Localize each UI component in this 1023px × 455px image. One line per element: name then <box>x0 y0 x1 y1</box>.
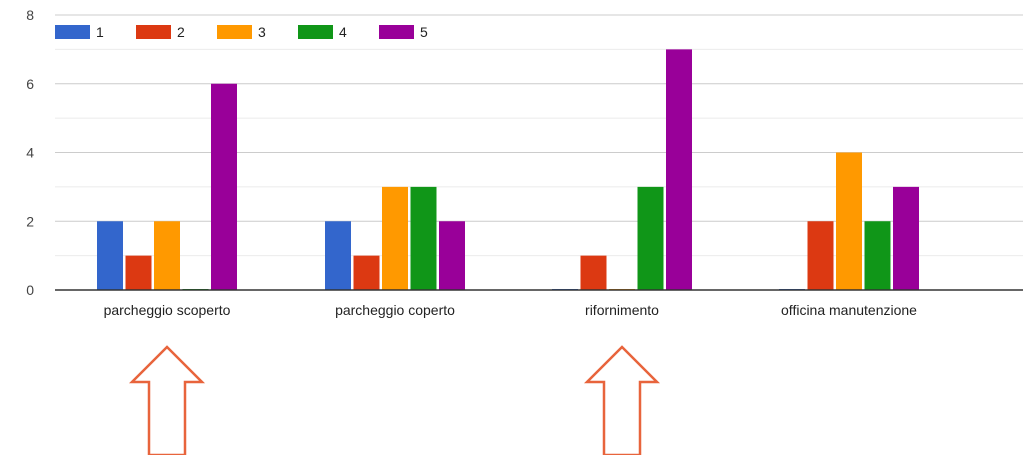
legend-swatch-2 <box>136 25 171 39</box>
legend-swatch-4 <box>298 25 333 39</box>
bar-series-4 <box>410 186 437 290</box>
bar-series-3 <box>836 152 862 290</box>
legend-label: 3 <box>258 24 266 40</box>
grid-lines <box>55 14 1023 257</box>
y-tick-label: 4 <box>26 145 34 161</box>
annotation-up-arrow <box>583 345 661 455</box>
y-axis-ticks: 0 2 4 6 8 <box>26 7 34 298</box>
x-category-label: parcheggio scoperto <box>104 302 231 318</box>
y-tick-label: 6 <box>26 76 34 92</box>
bar-series-2 <box>125 255 152 290</box>
x-category-label: rifornimento <box>585 302 659 318</box>
x-category-label: officina manutenzione <box>781 302 917 318</box>
bar-series-2 <box>807 221 834 290</box>
legend-swatch-3 <box>217 25 252 39</box>
bar-series-5 <box>666 49 692 290</box>
bar-series-1 <box>97 221 123 290</box>
legend-label: 4 <box>339 24 347 40</box>
bar-series-4 <box>637 186 664 290</box>
bar-series-1 <box>325 221 351 290</box>
y-tick-label: 8 <box>26 7 34 23</box>
legend: 1 2 3 4 5 <box>55 24 428 40</box>
x-category-label: parcheggio coperto <box>335 302 455 318</box>
bar-series-5 <box>211 83 237 290</box>
annotations <box>128 345 661 455</box>
bar-series-2 <box>580 255 607 290</box>
legend-swatch-1 <box>55 25 90 39</box>
legend-label: 2 <box>177 24 185 40</box>
bar-series-3 <box>382 186 408 290</box>
y-tick-label: 0 <box>26 282 34 298</box>
bar-series-4 <box>864 221 891 290</box>
annotation-up-arrow <box>128 345 206 455</box>
legend-swatch-5 <box>379 25 414 39</box>
x-axis-labels: parcheggio scoperto parcheggio coperto rif… <box>104 302 918 318</box>
bar-series-5 <box>439 221 465 290</box>
legend-label: 1 <box>96 24 104 40</box>
bar-series-5 <box>893 186 919 290</box>
bar-series-3 <box>154 221 180 290</box>
y-tick-label: 2 <box>26 213 34 229</box>
bars <box>97 49 919 290</box>
legend-label: 5 <box>420 24 428 40</box>
bar-series-2 <box>353 255 380 290</box>
